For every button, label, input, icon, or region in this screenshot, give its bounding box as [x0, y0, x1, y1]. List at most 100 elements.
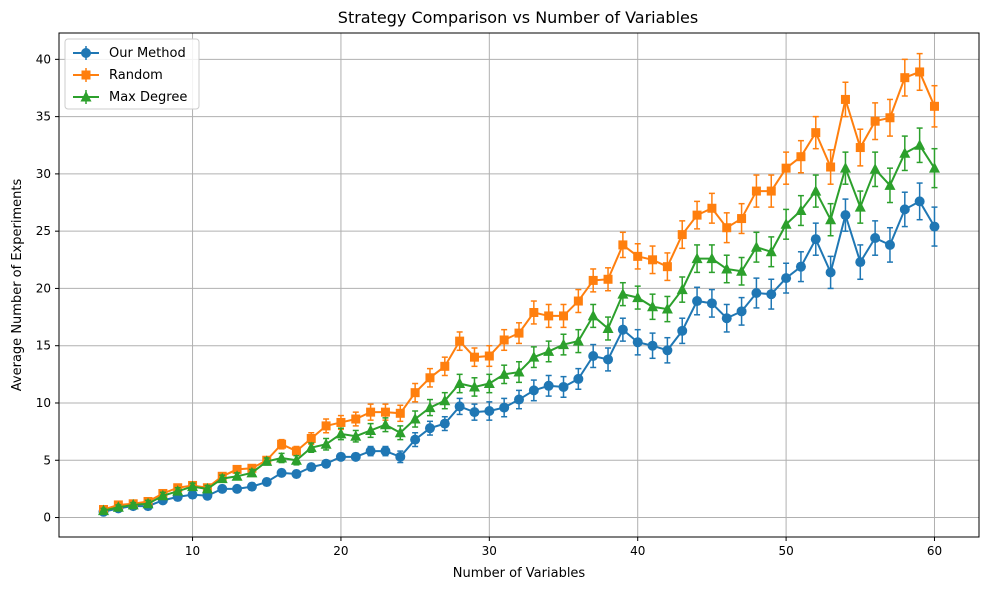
- plot-frame: [58, 32, 980, 538]
- chart-title: Strategy Comparison vs Number of Variabl…: [338, 8, 698, 27]
- y-tick-label: 15: [36, 339, 51, 353]
- data-point: [737, 214, 747, 224]
- data-point: [588, 351, 599, 362]
- data-point: [320, 438, 332, 449]
- data-point: [647, 300, 659, 312]
- y-tick-label: 10: [36, 396, 51, 410]
- data-point: [335, 427, 347, 439]
- data-point: [736, 306, 747, 317]
- data-point: [232, 483, 243, 494]
- data-point: [722, 223, 732, 233]
- data-point: [692, 296, 703, 307]
- legend-item: Random: [73, 68, 163, 83]
- data-point: [810, 234, 821, 245]
- data-point: [112, 501, 124, 512]
- data-point: [855, 257, 866, 268]
- data-point: [543, 380, 554, 391]
- data-point: [573, 296, 583, 306]
- y-tick-label: 20: [36, 281, 51, 295]
- data-point: [98, 504, 110, 516]
- data-point: [410, 388, 420, 398]
- data-point: [395, 408, 405, 418]
- data-point: [142, 497, 154, 509]
- data-point: [276, 467, 287, 478]
- data-point: [811, 128, 821, 138]
- data-point: [692, 210, 702, 220]
- data-point: [454, 401, 465, 412]
- data-point: [350, 430, 362, 441]
- data-point: [365, 446, 376, 457]
- x-tick-label: 60: [927, 544, 942, 558]
- legend-item: Our Method: [73, 46, 186, 61]
- data-point: [840, 94, 850, 104]
- data-point: [469, 407, 480, 418]
- data-point: [484, 351, 494, 361]
- data-point: [440, 361, 450, 371]
- data-point: [217, 483, 228, 494]
- data-point: [290, 454, 302, 465]
- data-point: [839, 162, 851, 173]
- data-point: [662, 262, 672, 272]
- data-point: [499, 402, 510, 413]
- data-point: [617, 288, 629, 299]
- data-point: [899, 147, 911, 158]
- data-point: [810, 185, 822, 196]
- data-point: [914, 139, 926, 150]
- data-point: [306, 462, 317, 473]
- data-point: [261, 455, 273, 466]
- data-point: [514, 328, 524, 338]
- data-point: [721, 313, 732, 324]
- data-point: [483, 377, 495, 389]
- ticks: 10 20 30 40 50 60 0 5 10 15 20 25 30 35 40: [36, 52, 942, 558]
- x-tick-label: 10: [185, 544, 200, 558]
- data-point: [425, 373, 435, 383]
- data-point: [172, 485, 184, 496]
- y-tick-label: 35: [36, 110, 51, 124]
- y-tick-label: 30: [36, 167, 51, 181]
- data-point: [321, 421, 331, 431]
- data-point: [751, 288, 762, 299]
- y-tick-label: 40: [36, 52, 51, 66]
- data-point: [409, 413, 421, 424]
- data-point: [632, 337, 643, 348]
- data-point: [870, 233, 881, 244]
- data-point: [484, 406, 495, 416]
- data-point: [543, 345, 555, 356]
- data-point: [750, 241, 762, 252]
- data-point: [514, 394, 524, 405]
- data-point: [499, 335, 509, 345]
- data-point: [676, 283, 688, 295]
- data-point: [468, 380, 480, 392]
- data-point: [410, 434, 421, 445]
- data-point: [351, 414, 361, 424]
- data-point: [454, 377, 466, 389]
- data-point: [766, 289, 777, 300]
- data-point: [424, 401, 436, 413]
- data-point: [157, 489, 169, 501]
- data-point: [306, 433, 316, 443]
- data-point: [795, 204, 807, 216]
- data-point: [305, 441, 317, 453]
- legend-marker: [80, 91, 92, 102]
- x-axis-label: Number of Variables: [453, 566, 586, 581]
- data-point: [633, 251, 643, 261]
- data-point: [276, 451, 288, 463]
- legend-item: Max Degree: [73, 90, 187, 105]
- data-point: [900, 73, 910, 83]
- data-point: [291, 469, 302, 479]
- data-point: [558, 338, 570, 350]
- data-point: [439, 418, 450, 429]
- data-point: [854, 201, 866, 212]
- data-point: [677, 230, 687, 240]
- data-point: [246, 481, 257, 492]
- data-point: [336, 417, 346, 427]
- data-point: [677, 325, 688, 336]
- data-point: [379, 418, 391, 430]
- data-point: [884, 179, 896, 190]
- data-point: [914, 196, 925, 207]
- data-point: [781, 163, 791, 173]
- data-point: [648, 255, 658, 265]
- data-point: [825, 267, 836, 278]
- data-point: [618, 240, 628, 250]
- legend-box: [64, 38, 200, 110]
